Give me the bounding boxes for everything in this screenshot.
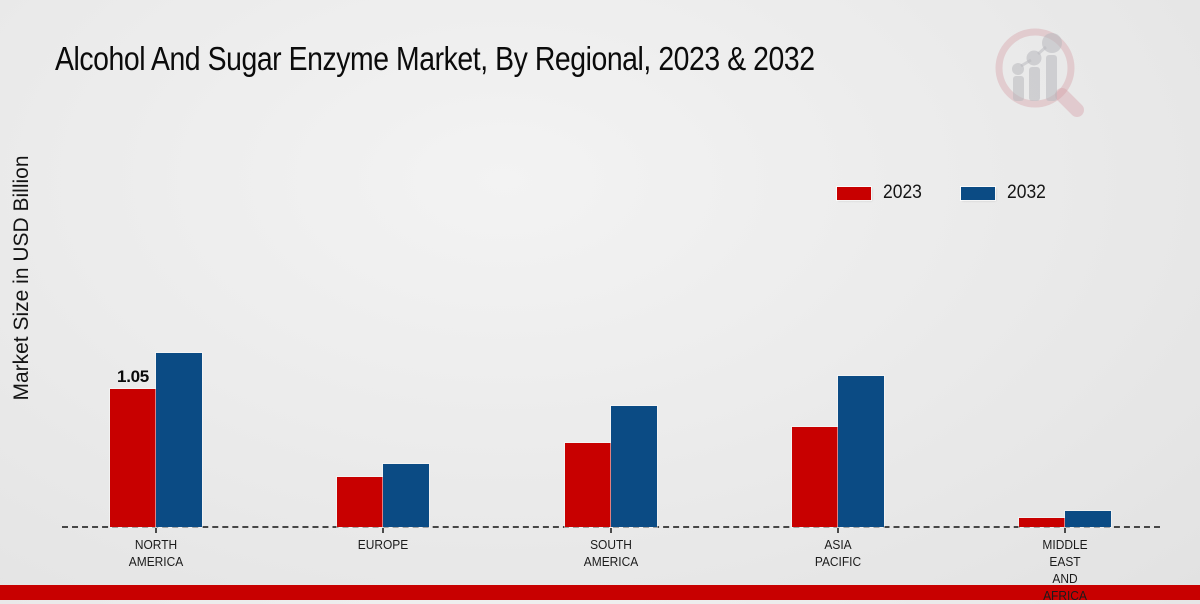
y-axis-label: Market Size in USD Billion (10, 155, 33, 401)
x-axis-label-middle-east-and-africa: MIDDLE EAST AND AFRICA (1042, 537, 1088, 603)
x-axis-label-europe: EUROPE (357, 537, 409, 552)
bar-2023-north-america (110, 389, 156, 527)
x-axis-label-asia-pacific: ASIA PACIFIC (814, 537, 862, 569)
legend-label-2023: 2023 (883, 182, 922, 203)
legend-swatch-2032 (961, 186, 996, 200)
bar-2032-asia-pacific (838, 376, 884, 527)
legend-item-2023: 2023 (837, 182, 925, 204)
bar-2032-europe (383, 464, 429, 527)
footer-band (0, 585, 1200, 600)
x-axis-tick (610, 528, 612, 533)
bar-2023-europe (337, 477, 383, 527)
bar-2023-asia-pacific (792, 427, 838, 527)
bar-2032-north-america (156, 353, 202, 527)
x-axis-tick (155, 528, 157, 533)
legend: 2023 2032 (837, 182, 1050, 204)
chart-title: Alcohol And Sugar Enzyme Market, By Regi… (55, 40, 815, 77)
x-axis-tick (1064, 528, 1066, 533)
magnifier-growth-chart-logo-icon (995, 28, 1084, 117)
bar-2023-middle-east-and-africa (1019, 518, 1065, 527)
x-axis-tick (837, 528, 839, 533)
x-axis-tick (382, 528, 384, 533)
bar-value-label: 1.05 (117, 367, 149, 386)
bar-2023-south-america (565, 443, 611, 527)
x-axis-label-north-america: NORTH AMERICA (128, 537, 184, 569)
legend-swatch-2023 (837, 186, 871, 200)
x-axis-label-south-america: SOUTH AMERICA (583, 537, 639, 569)
legend-label-2032: 2032 (1007, 182, 1047, 203)
bar-2032-south-america (611, 406, 657, 527)
x-axis-baseline (62, 526, 1160, 528)
bar-2032-middle-east-and-africa (1065, 511, 1111, 527)
legend-item-2032: 2032 (961, 182, 1049, 204)
